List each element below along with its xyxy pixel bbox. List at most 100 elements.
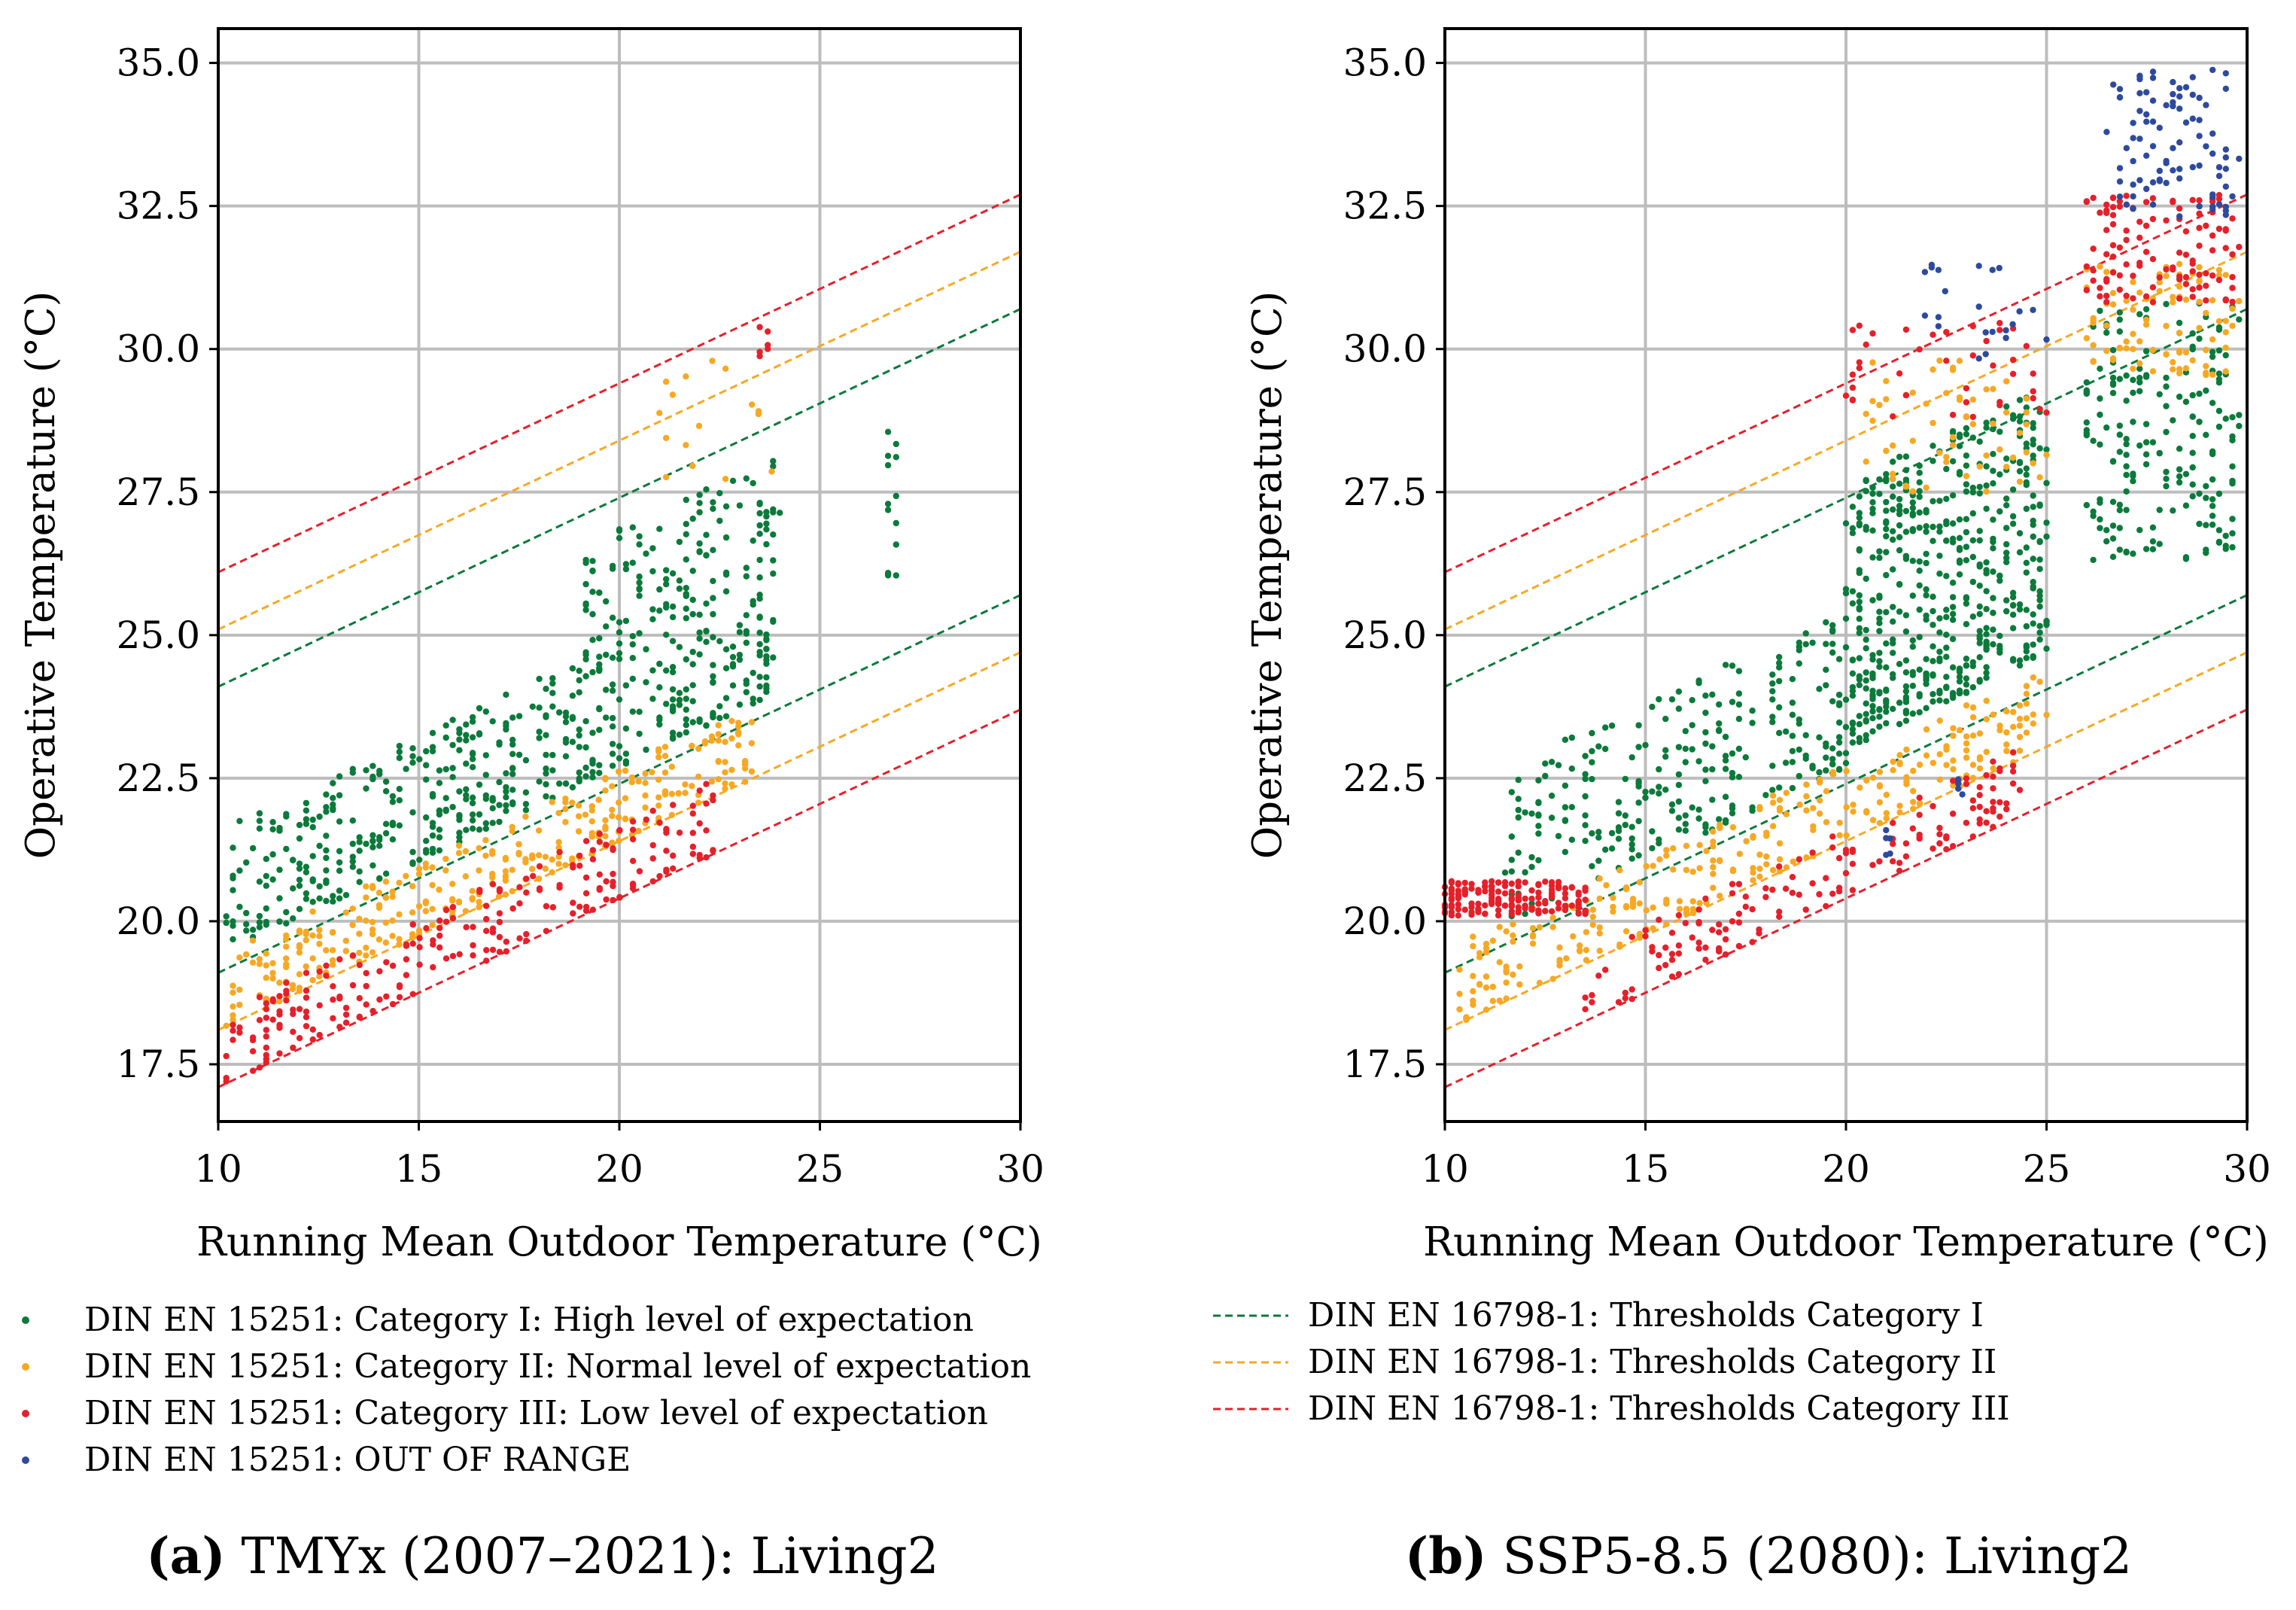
scatter-point-cat-ii <box>2123 338 2130 345</box>
scatter-point-cat-ii <box>276 997 283 1005</box>
scatter-point-cat-i <box>256 825 263 832</box>
scatter-point-cat-i <box>1896 522 1903 529</box>
scatter-point-cat-out <box>2182 84 2190 91</box>
y-tick-label: 30.0 <box>117 327 200 371</box>
scatter-point-cat-iii <box>1909 825 1916 832</box>
scatter-point-cat-iii <box>2136 218 2143 225</box>
scatter-point-cat-i <box>1515 776 1522 784</box>
scatter-point-cat-ii <box>1510 971 1516 978</box>
scatter-point-cat-ii <box>1943 458 1950 465</box>
scatter-point-cat-ii <box>1756 851 1763 858</box>
scatter-point-cat-i <box>1702 823 1709 831</box>
scatter-point-cat-i <box>2036 565 2043 573</box>
scatter-point-cat-iii <box>263 1006 269 1012</box>
scatter-point-cat-i <box>330 805 336 812</box>
scatter-point-cat-ii <box>1876 799 1884 806</box>
scatter-point-cat-iii <box>476 887 483 893</box>
scatter-point-cat-i <box>296 860 303 867</box>
scatter-point-cat-iii <box>1729 890 1736 897</box>
scatter-point-cat-iii <box>516 900 523 907</box>
scatter-point-cat-ii <box>2163 272 2170 279</box>
scatter-point-cat-i <box>1789 784 1796 792</box>
scatter-point-cat-ii <box>1950 725 1957 732</box>
scatter-point-cat-i <box>669 729 677 736</box>
scatter-point-cat-iii <box>1709 927 1716 933</box>
scatter-point-cat-i <box>2203 431 2209 438</box>
scatter-point-cat-iii <box>2142 199 2150 205</box>
scatter-point-cat-i <box>1976 603 1983 610</box>
scatter-point-cat-i <box>1909 558 1916 565</box>
scatter-point-cat-i <box>303 869 310 876</box>
scatter-point-cat-iii <box>1489 899 1495 906</box>
scatter-point-cat-iii <box>1575 909 1582 917</box>
scatter-point-cat-i <box>2176 479 2183 486</box>
scatter-point-cat-i <box>409 753 416 759</box>
scatter-point-cat-i <box>323 867 330 874</box>
scatter-point-cat-ii <box>661 744 669 750</box>
scatter-point-cat-i <box>710 711 716 718</box>
scatter-point-cat-i <box>1923 705 1930 711</box>
scatter-point-cat-i <box>2030 452 2036 459</box>
scatter-point-cat-ii <box>2109 301 2117 308</box>
scatter-point-cat-i <box>636 708 643 715</box>
scatter-point-cat-i <box>569 665 576 672</box>
scatter-point-cat-i <box>296 821 303 829</box>
scatter-point-cat-ii <box>296 944 303 951</box>
scatter-point-cat-i <box>2109 458 2117 464</box>
scatter-point-cat-i <box>770 531 777 538</box>
scatter-point-cat-iii <box>1849 397 1857 403</box>
scatter-point-cat-i <box>1923 550 1930 558</box>
scatter-point-cat-i <box>1702 740 1709 747</box>
scatter-point-cat-iii <box>1943 329 1950 336</box>
scatter-point-cat-i <box>2229 530 2236 537</box>
scatter-point-cat-ii <box>2030 460 2036 467</box>
scatter-point-cat-i <box>616 526 623 533</box>
scatter-point-cat-i <box>1816 686 1823 692</box>
scatter-point-cat-i <box>2222 532 2229 540</box>
scatter-point-cat-ii <box>562 805 569 813</box>
scatter-point-cat-i <box>1890 493 1896 500</box>
scatter-point-cat-i <box>1990 480 1996 487</box>
scatter-point-cat-ii <box>1823 819 1830 826</box>
scatter-point-cat-i <box>1916 509 1923 516</box>
scatter-point-cat-i <box>356 838 363 845</box>
panel-b-y-ticks: 17.520.022.525.027.530.032.535.0 <box>1343 41 1445 1086</box>
scatter-point-cat-ii <box>1683 866 1690 874</box>
scatter-point-cat-i <box>463 796 470 803</box>
scatter-point-cat-i <box>1682 812 1689 819</box>
scatter-point-cat-iii <box>223 1078 230 1085</box>
scatter-point-cat-iii <box>2003 805 2010 813</box>
scatter-point-cat-ii <box>1969 762 1977 768</box>
scatter-point-cat-i <box>1943 537 1950 544</box>
scatter-point-cat-out <box>2209 191 2216 198</box>
scatter-point-cat-i <box>1729 750 1736 757</box>
scatter-point-cat-i <box>683 521 689 528</box>
scatter-point-cat-i <box>2163 476 2170 482</box>
scatter-point-cat-iii <box>689 829 696 836</box>
scatter-point-cat-iii <box>1943 358 1950 364</box>
scatter-point-cat-i <box>1996 471 2003 478</box>
scatter-point-cat-i <box>349 817 356 824</box>
scatter-point-cat-i <box>2182 398 2190 405</box>
scatter-point-cat-i <box>369 862 376 869</box>
scatter-point-cat-iii <box>442 918 450 925</box>
scatter-point-cat-i <box>576 778 582 785</box>
scatter-point-cat-i <box>1842 644 1850 651</box>
scatter-point-cat-iii <box>589 906 597 913</box>
scatter-point-cat-i <box>683 615 689 622</box>
scatter-point-cat-i <box>1802 752 1809 759</box>
scatter-point-cat-i <box>589 760 596 767</box>
scatter-point-cat-iii <box>1455 912 1462 919</box>
scatter-point-cat-out <box>2149 179 2157 186</box>
scatter-point-cat-iii <box>1482 910 1489 918</box>
scatter-point-cat-i <box>1949 594 1957 601</box>
scatter-point-cat-iii <box>2229 274 2236 281</box>
scatter-point-cat-iii <box>1455 893 1462 900</box>
scatter-point-cat-iii <box>2136 262 2143 269</box>
scatter-point-cat-iii <box>649 808 656 814</box>
scatter-point-cat-i <box>1883 525 1890 533</box>
scatter-point-cat-i <box>1969 510 1976 517</box>
scatter-point-cat-i <box>2229 478 2236 485</box>
scatter-point-cat-i <box>2229 516 2236 522</box>
scatter-point-cat-i <box>1735 774 1743 781</box>
